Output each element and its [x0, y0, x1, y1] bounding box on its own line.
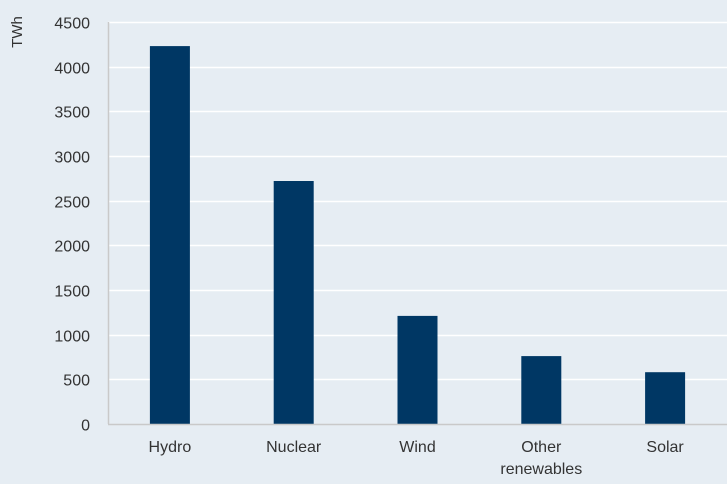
- x-tick-label: Solar: [646, 439, 684, 456]
- y-axis-title: TWh: [9, 16, 26, 48]
- bar-other-renewables: [521, 356, 562, 424]
- x-tick-label: Nuclear: [266, 439, 322, 456]
- bar-wind: [397, 315, 438, 424]
- bars: [149, 46, 686, 424]
- bar-solar: [645, 372, 686, 424]
- y-tick-label: 3500: [54, 105, 90, 122]
- y-tick-label: 500: [63, 373, 90, 390]
- y-tick-label: 4500: [54, 16, 90, 33]
- bar-nuclear: [273, 181, 314, 424]
- y-tick-label: 2000: [54, 239, 90, 256]
- x-tick-label: Other renewables: [500, 439, 582, 478]
- axes: [107, 22, 727, 426]
- bar-hydro: [149, 46, 190, 424]
- y-tick-label: 1500: [54, 284, 90, 301]
- y-tick-label: 4000: [54, 61, 90, 78]
- y-tick-label: 0: [81, 418, 90, 435]
- x-tick-label: Hydro: [149, 439, 192, 456]
- y-tick-label: 2500: [54, 195, 90, 212]
- labels: 0 500 1000 1500 2000 2500 3000 3500 4000 4500 Hydr…: [54, 16, 684, 479]
- gridlines: [108, 21, 727, 381]
- y-tick-label: 3000: [54, 150, 90, 167]
- y-tick-label: 1000: [54, 329, 90, 346]
- x-tick-label: Wind: [399, 439, 435, 456]
